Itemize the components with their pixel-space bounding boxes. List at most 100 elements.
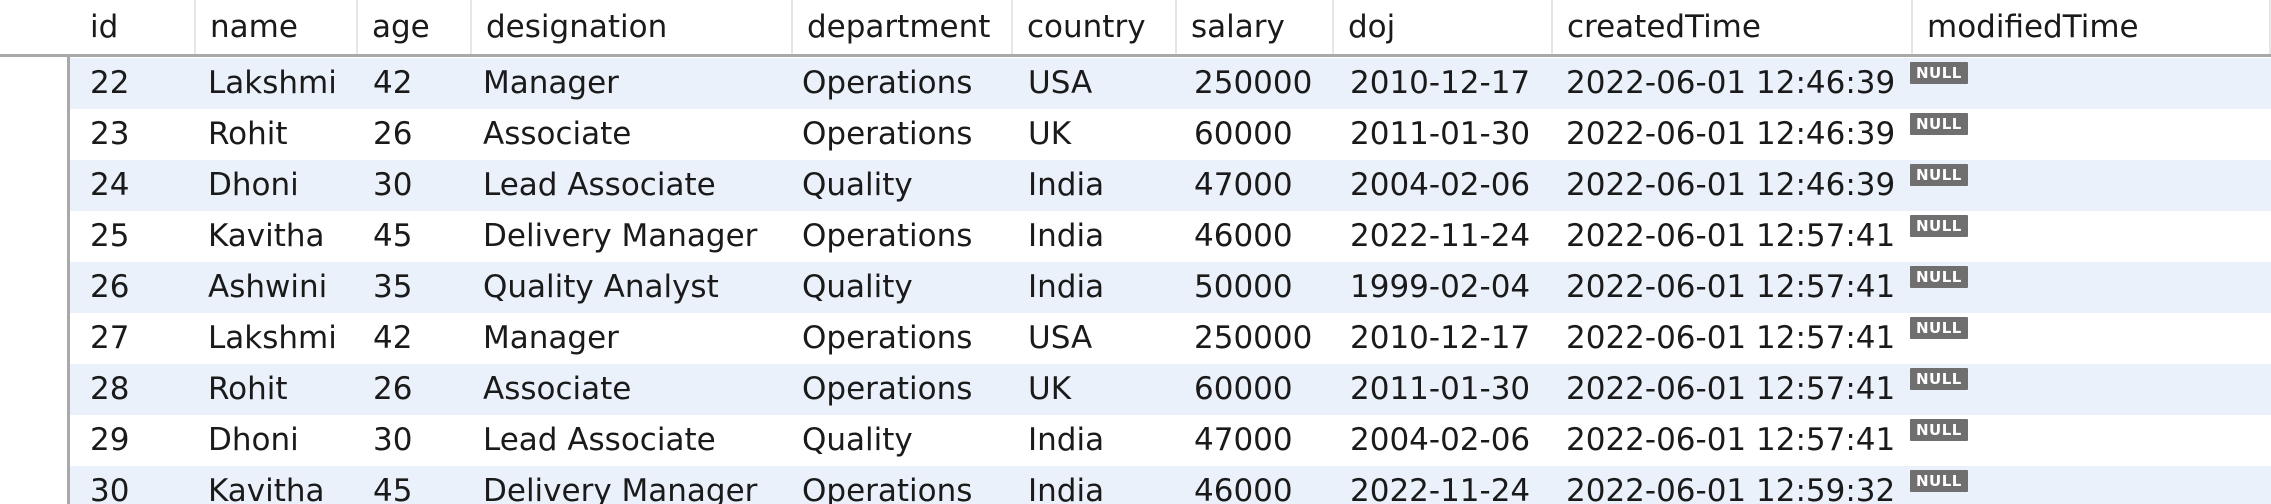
cell-modifiedtime-null-badge[interactable]: NULL	[1910, 266, 1968, 288]
cell-salary[interactable]: 46000	[1194, 473, 1293, 504]
cell-department[interactable]: Operations	[802, 218, 973, 254]
cell-department[interactable]: Operations	[802, 116, 973, 152]
cell-createdtime[interactable]: 2022-06-01 12:46:39	[1566, 116, 1896, 152]
cell-salary[interactable]: 60000	[1194, 116, 1293, 152]
cell-age[interactable]: 26	[373, 116, 413, 152]
column-header-id[interactable]: id	[76, 0, 196, 54]
cell-createdtime[interactable]: 2022-06-01 12:46:39	[1566, 65, 1896, 101]
cell-age[interactable]: 30	[373, 422, 413, 458]
column-header-age[interactable]: age	[358, 0, 472, 54]
cell-doj[interactable]: 2022-11-24	[1350, 218, 1531, 254]
cell-country[interactable]: USA	[1028, 65, 1093, 101]
cell-createdtime[interactable]: 2022-06-01 12:57:41	[1566, 371, 1896, 407]
column-header-department[interactable]: department	[793, 0, 1013, 54]
cell-id[interactable]: 24	[90, 167, 130, 203]
cell-id[interactable]: 29	[90, 422, 130, 458]
cell-modifiedtime-null-badge[interactable]: NULL	[1910, 113, 1968, 135]
cell-country[interactable]: UK	[1028, 371, 1072, 407]
cell-salary[interactable]: 47000	[1194, 422, 1293, 458]
cell-designation[interactable]: Manager	[483, 320, 619, 356]
cell-age[interactable]: 30	[373, 167, 413, 203]
cell-department[interactable]: Operations	[802, 320, 973, 356]
table-row[interactable]: 23 Rohit 26 Associate Operations UK 60000 2011-…	[70, 109, 2271, 160]
cell-name[interactable]: Kavitha	[208, 218, 325, 254]
cell-id[interactable]: 23	[90, 116, 130, 152]
cell-salary[interactable]: 46000	[1194, 218, 1293, 254]
cell-age[interactable]: 42	[373, 320, 413, 356]
cell-name[interactable]: Lakshmi	[208, 65, 337, 101]
cell-id[interactable]: 30	[90, 473, 130, 504]
column-header-designation[interactable]: designation	[472, 0, 793, 54]
cell-modifiedtime-null-badge[interactable]: NULL	[1910, 164, 1968, 186]
table-row[interactable]: 27 Lakshmi 42 Manager Operations USA 250000 201…	[70, 313, 2271, 364]
cell-age[interactable]: 35	[373, 269, 413, 305]
cell-name[interactable]: Rohit	[208, 371, 288, 407]
cell-name[interactable]: Dhoni	[208, 422, 299, 458]
cell-doj[interactable]: 2022-11-24	[1350, 473, 1531, 504]
cell-doj[interactable]: 2004-02-06	[1350, 167, 1531, 203]
cell-age[interactable]: 45	[373, 473, 413, 504]
cell-modifiedtime-null-badge[interactable]: NULL	[1910, 215, 1968, 237]
cell-country[interactable]: India	[1028, 167, 1105, 203]
cell-designation[interactable]: Delivery Manager	[483, 218, 758, 254]
cell-designation[interactable]: Lead Associate	[483, 167, 716, 203]
column-header-modifiedtime[interactable]: modifiedTime	[1913, 0, 2271, 54]
table-row[interactable]: 22 Lakshmi 42 Manager Operations USA 250000 201…	[70, 58, 2271, 109]
cell-doj[interactable]: 2010-12-17	[1350, 320, 1531, 356]
cell-doj[interactable]: 2011-01-30	[1350, 116, 1531, 152]
cell-doj[interactable]: 2011-01-30	[1350, 371, 1531, 407]
cell-country[interactable]: India	[1028, 422, 1105, 458]
cell-modifiedtime-null-badge[interactable]: NULL	[1910, 470, 1968, 492]
cell-salary[interactable]: 47000	[1194, 167, 1293, 203]
cell-id[interactable]: 28	[90, 371, 130, 407]
row-selector-gutter[interactable]	[0, 0, 70, 504]
cell-salary[interactable]: 60000	[1194, 371, 1293, 407]
cell-modifiedtime-null-badge[interactable]: NULL	[1910, 368, 1968, 390]
cell-country[interactable]: USA	[1028, 320, 1093, 356]
cell-department[interactable]: Quality	[802, 422, 913, 458]
table-row[interactable]: 30 Kavitha 45 Delivery Manager Operations Ind…	[70, 466, 2271, 504]
table-row[interactable]: 25 Kavitha 45 Delivery Manager Operations Ind…	[70, 211, 2271, 262]
cell-country[interactable]: India	[1028, 269, 1105, 305]
column-header-salary[interactable]: salary	[1177, 0, 1334, 54]
cell-age[interactable]: 45	[373, 218, 413, 254]
cell-doj[interactable]: 2010-12-17	[1350, 65, 1531, 101]
column-header-doj[interactable]: doj	[1334, 0, 1553, 54]
cell-createdtime[interactable]: 2022-06-01 12:59:32	[1566, 473, 1896, 504]
cell-modifiedtime-null-badge[interactable]: NULL	[1910, 62, 1968, 84]
cell-name[interactable]: Kavitha	[208, 473, 325, 504]
cell-designation[interactable]: Delivery Manager	[483, 473, 758, 504]
cell-createdtime[interactable]: 2022-06-01 12:57:41	[1566, 218, 1896, 254]
cell-doj[interactable]: 1999-02-04	[1350, 269, 1531, 305]
cell-id[interactable]: 26	[90, 269, 130, 305]
cell-designation[interactable]: Associate	[483, 371, 632, 407]
cell-createdtime[interactable]: 2022-06-01 12:57:41	[1566, 422, 1896, 458]
cell-country[interactable]: UK	[1028, 116, 1072, 152]
cell-salary[interactable]: 250000	[1194, 320, 1313, 356]
cell-department[interactable]: Quality	[802, 167, 913, 203]
table-row[interactable]: 26 Ashwini 35 Quality Analyst Quality India 50…	[70, 262, 2271, 313]
column-header-name[interactable]: name	[196, 0, 358, 54]
cell-age[interactable]: 42	[373, 65, 413, 101]
cell-designation[interactable]: Lead Associate	[483, 422, 716, 458]
cell-country[interactable]: India	[1028, 218, 1105, 254]
cell-salary[interactable]: 250000	[1194, 65, 1313, 101]
column-header-country[interactable]: country	[1013, 0, 1177, 54]
cell-salary[interactable]: 50000	[1194, 269, 1293, 305]
cell-id[interactable]: 25	[90, 218, 130, 254]
cell-age[interactable]: 26	[373, 371, 413, 407]
cell-id[interactable]: 22	[90, 65, 130, 101]
cell-id[interactable]: 27	[90, 320, 130, 356]
cell-department[interactable]: Quality	[802, 269, 913, 305]
cell-createdtime[interactable]: 2022-06-01 12:46:39	[1566, 167, 1896, 203]
cell-designation[interactable]: Associate	[483, 116, 632, 152]
cell-department[interactable]: Operations	[802, 371, 973, 407]
cell-designation[interactable]: Quality Analyst	[483, 269, 719, 305]
cell-country[interactable]: India	[1028, 473, 1105, 504]
cell-createdtime[interactable]: 2022-06-01 12:57:41	[1566, 320, 1896, 356]
cell-department[interactable]: Operations	[802, 473, 973, 504]
cell-name[interactable]: Dhoni	[208, 167, 299, 203]
cell-createdtime[interactable]: 2022-06-01 12:57:41	[1566, 269, 1896, 305]
cell-designation[interactable]: Manager	[483, 65, 619, 101]
